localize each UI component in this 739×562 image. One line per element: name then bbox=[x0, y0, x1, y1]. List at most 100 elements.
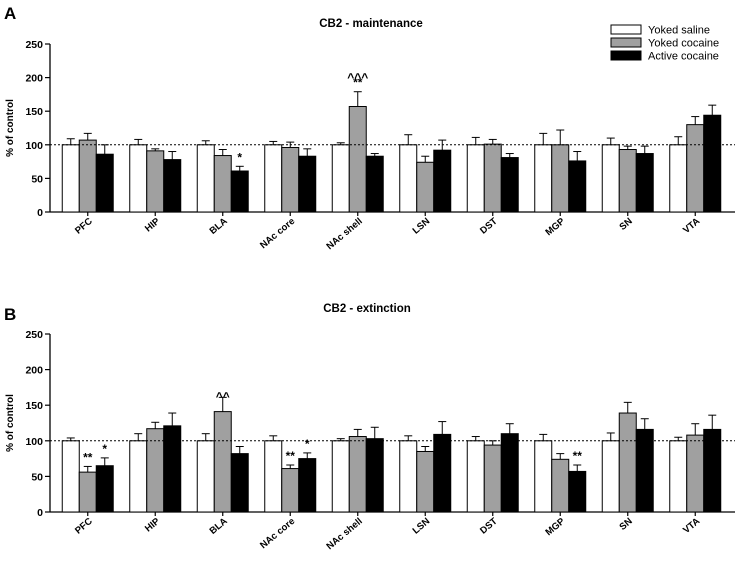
x-tick-label: BLA bbox=[208, 216, 230, 237]
x-tick-label: PFC bbox=[73, 516, 95, 537]
bar bbox=[703, 428, 722, 513]
bar bbox=[298, 458, 317, 513]
y-tick-label: 200 bbox=[25, 73, 43, 85]
panel-letter: A bbox=[4, 4, 16, 23]
bar bbox=[298, 155, 317, 213]
bar bbox=[551, 458, 570, 513]
bar bbox=[348, 105, 367, 213]
x-tick-label: LSN bbox=[411, 516, 433, 537]
bar bbox=[686, 434, 705, 513]
x-tick-label: LSN bbox=[411, 216, 433, 237]
bar bbox=[348, 436, 367, 513]
significance-mark: * bbox=[305, 437, 310, 451]
bar bbox=[500, 157, 519, 213]
y-tick-label: 250 bbox=[25, 39, 43, 51]
y-tick-label: 0 bbox=[37, 507, 43, 519]
x-tick-label: PFC bbox=[73, 216, 95, 237]
y-tick-label: 250 bbox=[25, 329, 43, 341]
x-tick-label: NAc core bbox=[258, 216, 297, 251]
bar bbox=[568, 160, 587, 213]
significance-mark: ^^^ bbox=[347, 71, 368, 85]
x-tick-label: BLA bbox=[208, 516, 230, 537]
bar bbox=[601, 144, 620, 213]
bar bbox=[230, 170, 249, 213]
bar bbox=[618, 412, 637, 513]
bar bbox=[61, 144, 80, 213]
bar bbox=[163, 425, 182, 513]
legend-swatch bbox=[610, 50, 642, 61]
bar bbox=[534, 440, 553, 513]
x-tick-label: VTA bbox=[681, 516, 702, 536]
bar bbox=[416, 161, 435, 213]
x-tick-label: NAc shell bbox=[324, 216, 364, 252]
bar bbox=[365, 155, 384, 213]
y-tick-label: 100 bbox=[25, 436, 43, 448]
significance-mark: ** bbox=[353, 76, 363, 90]
bar bbox=[146, 150, 165, 213]
bar bbox=[213, 411, 232, 513]
bar bbox=[601, 440, 620, 513]
x-tick-label: HIP bbox=[143, 515, 163, 534]
bar bbox=[669, 440, 688, 513]
y-tick-label: 0 bbox=[37, 207, 43, 219]
bar bbox=[399, 144, 418, 213]
bar bbox=[483, 143, 502, 213]
bar bbox=[568, 470, 587, 513]
bar bbox=[416, 450, 435, 513]
bar bbox=[399, 440, 418, 513]
significance-mark: * bbox=[237, 150, 242, 164]
bar bbox=[551, 144, 570, 213]
bar bbox=[635, 153, 654, 213]
y-axis-label: % of control bbox=[5, 99, 16, 157]
bar bbox=[281, 146, 300, 213]
significance-mark: ** bbox=[286, 449, 296, 463]
x-tick-label: NAc shell bbox=[324, 516, 364, 552]
y-tick-label: 50 bbox=[31, 173, 43, 185]
legend-label: Active cocaine bbox=[648, 51, 719, 63]
y-axis-label: % of control bbox=[5, 394, 16, 452]
bar bbox=[163, 159, 182, 213]
bar bbox=[95, 153, 114, 213]
bar bbox=[196, 144, 215, 213]
bar bbox=[686, 124, 705, 213]
bar bbox=[78, 139, 97, 213]
bar bbox=[196, 440, 215, 513]
bar bbox=[331, 440, 350, 513]
x-tick-label: DST bbox=[478, 516, 500, 537]
y-tick-label: 150 bbox=[25, 400, 43, 412]
y-tick-label: 150 bbox=[25, 106, 43, 118]
y-tick-label: 50 bbox=[31, 471, 43, 483]
bar bbox=[500, 433, 519, 513]
bar bbox=[669, 144, 688, 213]
bar bbox=[483, 444, 502, 513]
bar bbox=[264, 144, 283, 213]
bar bbox=[264, 440, 283, 513]
bar bbox=[95, 465, 114, 513]
x-tick-label: SN bbox=[617, 516, 634, 533]
significance-mark: ^^ bbox=[216, 389, 230, 403]
bar bbox=[129, 144, 148, 213]
bar bbox=[129, 440, 148, 513]
x-tick-label: MGP bbox=[544, 215, 568, 238]
panel-letter: B bbox=[4, 305, 16, 324]
bar bbox=[230, 453, 249, 513]
bar bbox=[703, 114, 722, 213]
x-tick-label: SN bbox=[617, 216, 634, 233]
bar bbox=[61, 440, 80, 513]
bar bbox=[466, 440, 485, 513]
bar bbox=[433, 149, 452, 213]
legend-label: Yoked saline bbox=[648, 25, 710, 37]
y-tick-label: 200 bbox=[25, 365, 43, 377]
bar bbox=[331, 144, 350, 213]
legend-swatch bbox=[610, 37, 642, 48]
bar bbox=[534, 144, 553, 213]
bar bbox=[433, 433, 452, 513]
y-tick-label: 100 bbox=[25, 140, 43, 152]
bar bbox=[365, 438, 384, 513]
bar bbox=[281, 468, 300, 513]
bar bbox=[466, 144, 485, 213]
bar bbox=[635, 428, 654, 513]
significance-mark: ** bbox=[83, 450, 93, 464]
chart-title: CB2 - maintenance bbox=[319, 18, 423, 30]
x-tick-label: NAc core bbox=[258, 516, 297, 551]
